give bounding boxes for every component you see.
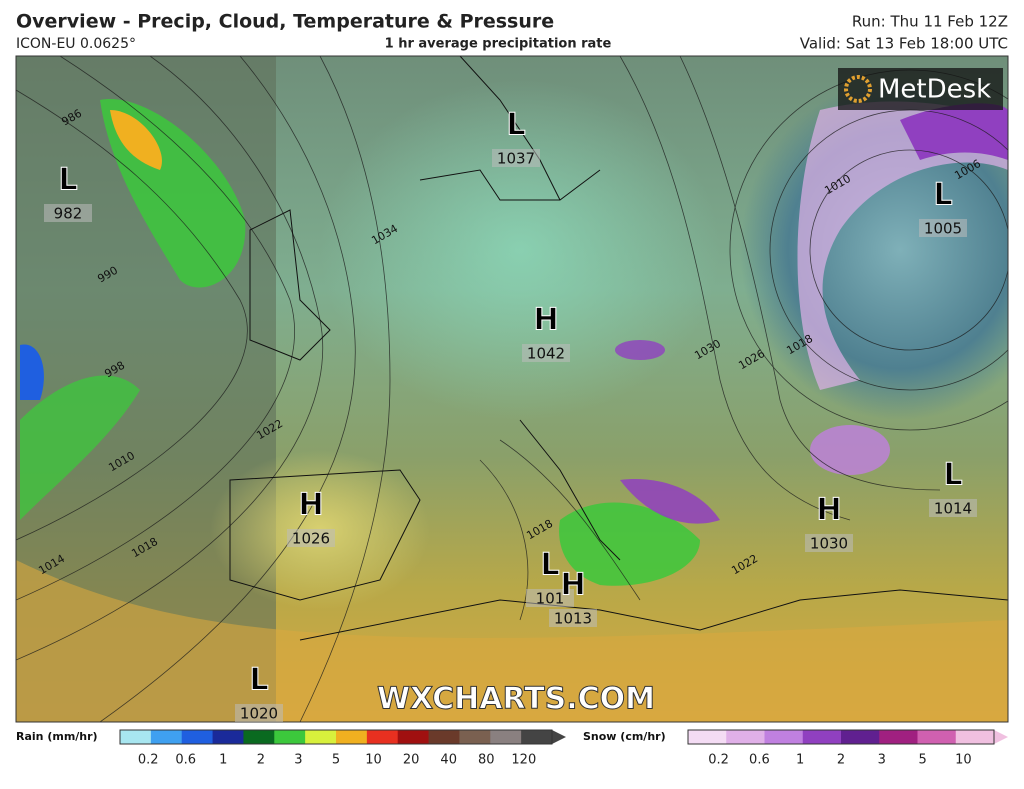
pressure-letter: H [560, 568, 585, 603]
snow-color-swatch [802, 730, 842, 744]
snow-tick-label: 3 [878, 753, 886, 768]
pressure-value-box [919, 219, 967, 237]
snow-color-swatch [841, 730, 880, 744]
rain-color-swatch [366, 730, 399, 744]
pressure-value: 1005 [924, 220, 962, 238]
pressure-value-box [235, 704, 283, 722]
pressure-value: 1014 [934, 500, 972, 518]
pressure-value: 982 [54, 205, 83, 223]
rain-color-swatch [181, 730, 214, 744]
rain-bar-arrow [552, 730, 566, 744]
rain-color-swatch [120, 730, 152, 744]
rain-tick-label: 40 [440, 753, 457, 768]
snow-tick-label: 0.6 [749, 753, 770, 768]
pressure-letter: L [933, 178, 952, 213]
pressure-value-box [549, 609, 597, 627]
subtitle: 1 hr average precipitation rate [385, 37, 612, 52]
rain-tick-label: 10 [365, 753, 382, 768]
rain-color-swatch [459, 730, 491, 744]
run: Run: Thu 11 Feb 12Z [852, 13, 1008, 31]
pressure-value-box [287, 529, 335, 547]
rain-tick-label: 20 [403, 753, 420, 768]
pressure-letter: L [58, 163, 77, 198]
pressure-letter: L [943, 458, 962, 493]
rain-tick-label: 120 [511, 753, 536, 768]
pressure-value-box [492, 149, 540, 167]
rain-color-swatch [336, 730, 368, 744]
rain-tick-label: 1 [219, 753, 227, 768]
pressure-value: 1042 [527, 345, 565, 363]
rain-color-swatch [212, 730, 244, 744]
pressure-value-box [522, 344, 570, 362]
snow-color-swatch [688, 730, 727, 744]
rain-tick-label: 2 [257, 753, 265, 768]
pressure-letter: L [506, 108, 525, 143]
rain-tick-label: 5 [332, 753, 340, 768]
map-frame [15, 55, 1009, 723]
snow-tick-label: 2 [837, 753, 845, 768]
watermark: WXCHARTS.COM [377, 682, 655, 717]
snow-bar-frame [687, 729, 995, 745]
title: Overview - Precip, Cloud, Temperature & … [16, 11, 554, 33]
rain-color-swatch [490, 730, 522, 744]
pressure-value-box [44, 204, 92, 222]
snow-tick-label: 10 [955, 753, 972, 768]
rain-color-swatch [305, 730, 337, 744]
rain-color-swatch [521, 730, 553, 744]
snow-tick-label: 0.2 [708, 753, 729, 768]
rain-tick-label: 0.2 [138, 753, 159, 768]
snow-color-swatch [955, 730, 995, 744]
pressure-value: 1020 [240, 705, 278, 723]
pressure-value: 1013 [554, 610, 592, 628]
pressure-value: 1037 [497, 150, 535, 168]
rain-legend-label: Rain (mm/hr) [16, 730, 98, 743]
logo-box [838, 68, 1003, 110]
pressure-value-box [526, 589, 574, 607]
snow-color-swatch [764, 730, 804, 744]
rain-tick-label: 80 [478, 753, 495, 768]
snow-color-swatch [726, 730, 765, 744]
coastlines [229, 56, 1008, 641]
snow-bar-arrow [994, 730, 1008, 744]
rain-color-swatch [274, 730, 306, 744]
pressure-letter: L [540, 548, 559, 583]
pressure-letter: H [298, 488, 323, 523]
pressure-value-box [805, 534, 853, 552]
rain-tick-label: 3 [294, 753, 302, 768]
pressure-letter: H [816, 493, 841, 528]
snow-tick-label: 5 [918, 753, 926, 768]
pressure-value: 1030 [810, 535, 848, 553]
valid: Valid: Sat 13 Feb 18:00 UTC [800, 35, 1008, 53]
logo: MetDesk [878, 75, 991, 105]
snow-tick-label: 1 [796, 753, 804, 768]
rain-color-swatch [150, 730, 183, 744]
pressure-letter: H [533, 303, 558, 338]
rain-tick-label: 0.6 [175, 753, 196, 768]
pressure-value-box [929, 499, 977, 517]
snow-color-swatch [917, 730, 957, 744]
snow-color-swatch [879, 730, 918, 744]
pressure-letter: L [249, 663, 268, 698]
rain-color-swatch [397, 730, 430, 744]
pressure-value: 1026 [292, 530, 330, 548]
model: ICON-EU 0.0625° [16, 36, 136, 52]
pressure-value: 101 [536, 590, 565, 608]
rain-color-swatch [428, 730, 460, 744]
logo-icon [844, 75, 872, 103]
snow-legend-label: Snow (cm/hr) [583, 730, 666, 743]
rain-color-swatch [243, 730, 275, 744]
rain-bar-frame [119, 729, 553, 745]
